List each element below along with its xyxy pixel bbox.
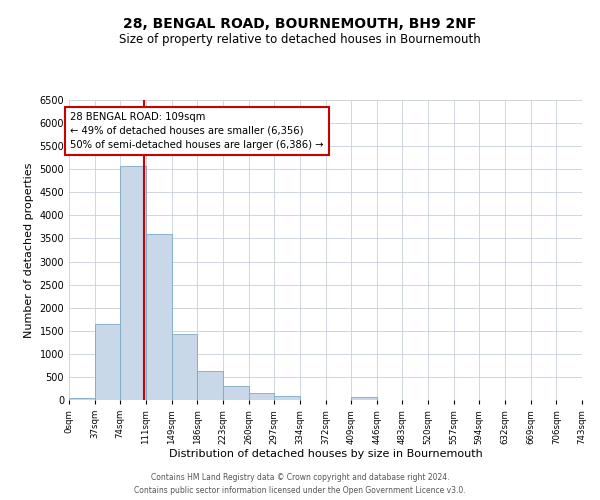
Y-axis label: Number of detached properties: Number of detached properties — [24, 162, 34, 338]
Bar — [95, 324, 120, 400]
Text: Size of property relative to detached houses in Bournemouth: Size of property relative to detached ho… — [119, 32, 481, 46]
Bar — [172, 334, 197, 400]
Bar — [248, 393, 274, 400]
Bar — [146, 234, 172, 400]
Text: Contains HM Land Registry data © Crown copyright and database right 2024.
Contai: Contains HM Land Registry data © Crown c… — [134, 474, 466, 495]
Text: 28 BENGAL ROAD: 109sqm
← 49% of detached houses are smaller (6,356)
50% of semi-: 28 BENGAL ROAD: 109sqm ← 49% of detached… — [70, 112, 324, 150]
Bar — [197, 372, 223, 400]
Text: 28, BENGAL ROAD, BOURNEMOUTH, BH9 2NF: 28, BENGAL ROAD, BOURNEMOUTH, BH9 2NF — [124, 18, 476, 32]
Bar — [274, 396, 299, 400]
Bar — [120, 166, 146, 400]
X-axis label: Distribution of detached houses by size in Bournemouth: Distribution of detached houses by size … — [169, 450, 482, 460]
Bar — [352, 397, 377, 400]
Bar — [223, 386, 248, 400]
Bar — [69, 398, 95, 400]
